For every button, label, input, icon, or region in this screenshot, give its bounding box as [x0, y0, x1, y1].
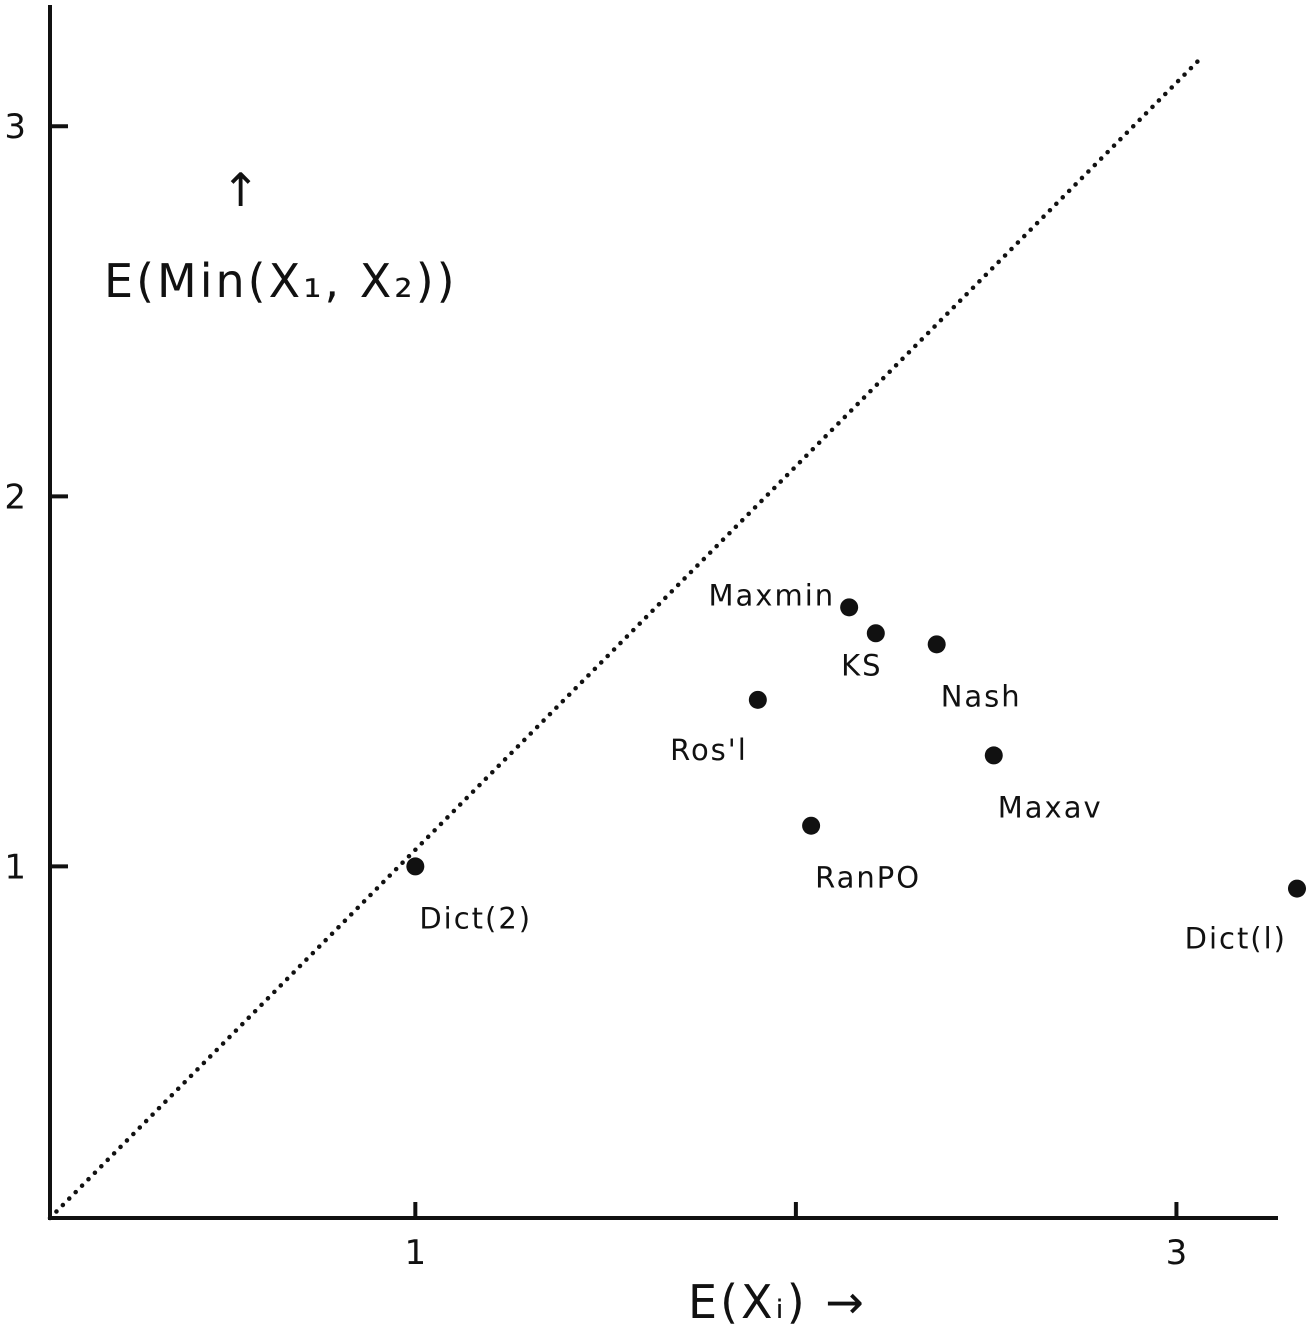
data-point-label: Nash [941, 679, 1022, 713]
data-point [866, 624, 885, 643]
data-point-label: Ros'l [670, 733, 748, 767]
data-point-label: Maxav [998, 790, 1103, 824]
data-point [1288, 879, 1306, 898]
data-point-label: RanPO [815, 861, 921, 895]
x-tick-label: 3 [1166, 1233, 1188, 1273]
data-points: Dict(2) Ros'l Maxmin KS Nash Maxav RanPO Dict(l… [406, 578, 1306, 956]
data-point [802, 816, 821, 835]
data-point [748, 690, 767, 709]
y-tick-label: 1 [4, 847, 26, 887]
data-point [984, 746, 1003, 765]
diagonal-reference-line [47, 53, 1206, 1221]
y-axis-arrow: ↑ [221, 163, 263, 217]
data-point-label: Maxmin [709, 578, 836, 612]
diagonal-line [47, 53, 1206, 1221]
y-tick-label: 3 [4, 107, 26, 147]
x-tick-label: 1 [405, 1233, 427, 1273]
data-point [927, 635, 946, 654]
axis-ticks: 1 3 1 2 3 [4, 107, 1187, 1273]
x-axis-label: E(Xᵢ) → [688, 1275, 867, 1329]
y-tick-label: 2 [4, 477, 26, 517]
data-point [406, 857, 425, 876]
y-axis-label: E(Min(X₁, X₂)) [104, 254, 458, 308]
data-point-label: KS [841, 648, 882, 682]
data-point-label: Dict(2) [419, 901, 532, 935]
data-point [840, 598, 859, 617]
data-point-label: Dict(l) [1185, 922, 1287, 956]
